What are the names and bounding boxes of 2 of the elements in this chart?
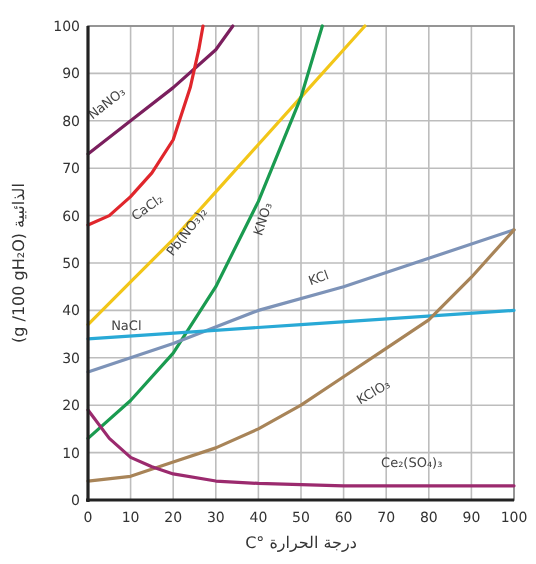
x-axis-title: درجة الحرارة °C [245, 534, 358, 552]
y-axis-title: الذائبية (g /100 gH₂O) [10, 183, 28, 343]
